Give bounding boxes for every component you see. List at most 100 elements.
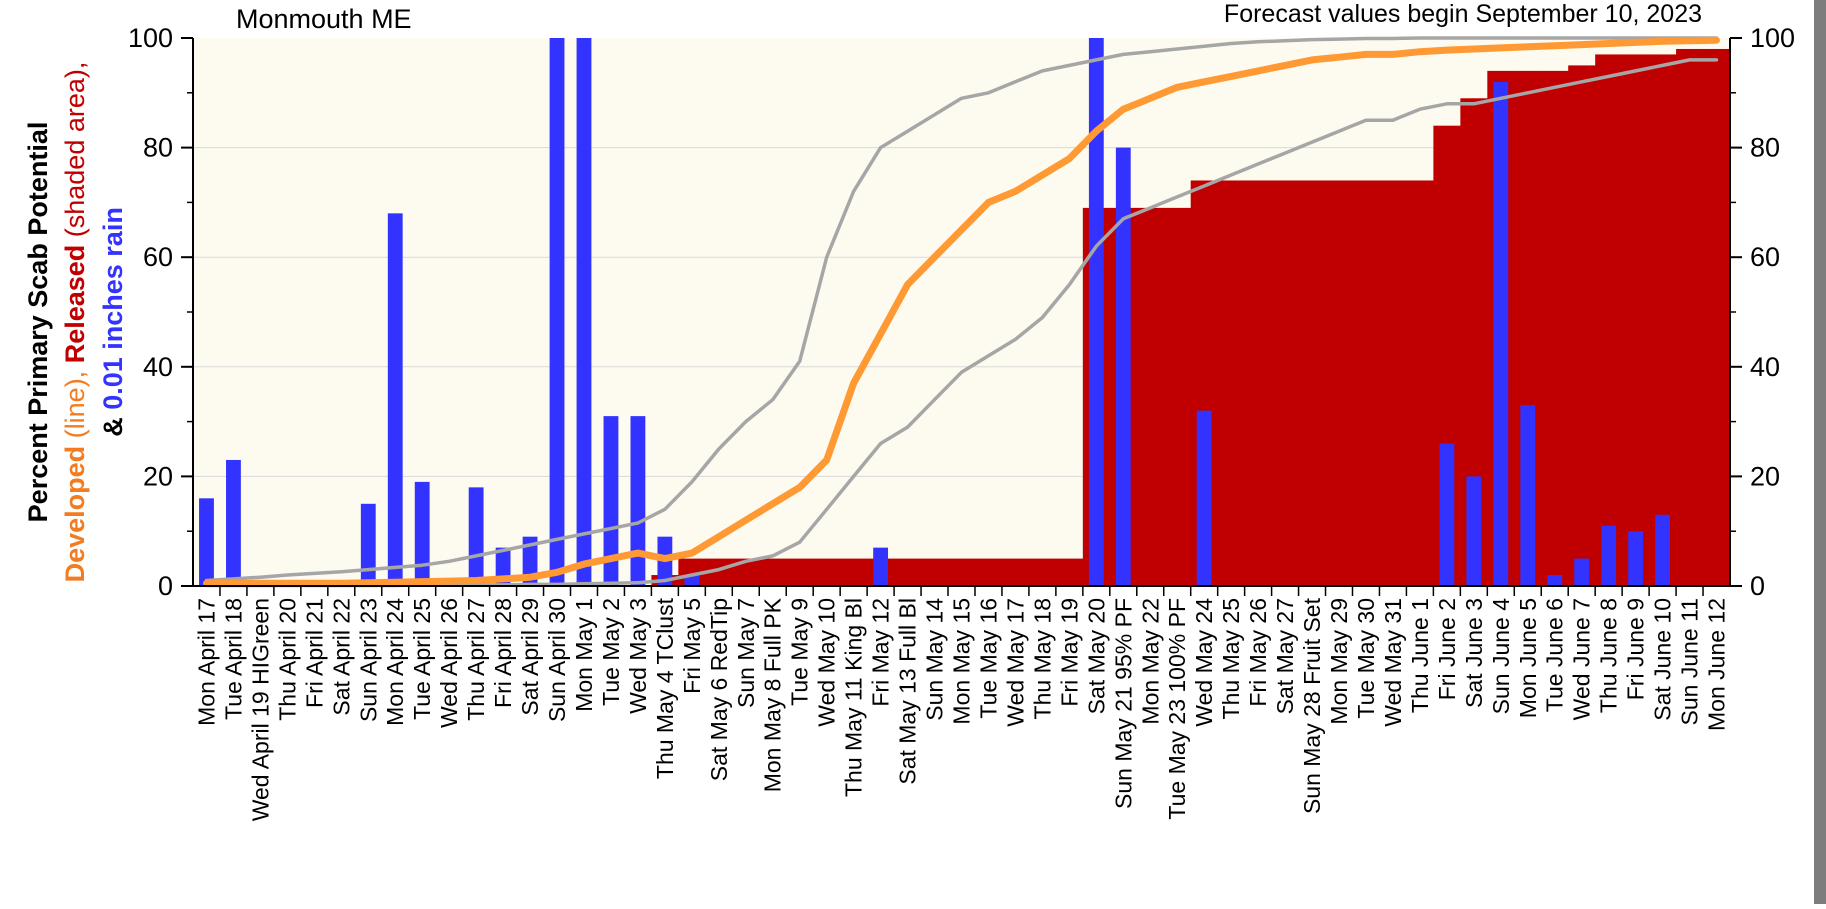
- x-tick-label: Fri May 19: [1056, 598, 1082, 707]
- x-tick-label: Fri May 26: [1245, 598, 1271, 707]
- y-tick-label: 20: [143, 461, 173, 491]
- rain-bar: [468, 487, 484, 586]
- rain-bar: [549, 38, 565, 586]
- x-tick-label: Mon April 24: [382, 598, 408, 726]
- released-area-segment: [1244, 180, 1273, 587]
- rain-bar: [603, 416, 619, 586]
- x-tick-label: Tue April 18: [220, 598, 246, 720]
- rain-bar: [1196, 410, 1212, 586]
- x-tick-label: Wed April 19 HIGreen: [247, 598, 273, 821]
- x-tick-label: Wed May 10: [814, 598, 840, 727]
- rain-bar: [684, 575, 700, 586]
- released-area-segment: [840, 558, 868, 586]
- y-tick-label-right: 20: [1750, 461, 1780, 491]
- location-label: Monmouth ME: [236, 4, 412, 34]
- x-tick-label: Tue April 25: [409, 598, 435, 720]
- y-axis-title-part: Released: [60, 245, 90, 364]
- x-tick-label: Wed May 24: [1191, 598, 1217, 727]
- released-area: [651, 48, 1731, 587]
- x-tick-label: Sat May 6 RedTip: [706, 598, 732, 781]
- released-area-segment: [1298, 180, 1327, 587]
- x-tick-label: Sat May 13 Full Bl: [895, 598, 921, 785]
- rain-bar: [1088, 38, 1104, 586]
- y-axis-title-line: & 0.01 inches rain: [98, 207, 128, 437]
- x-tick-label: Wed May 31: [1380, 598, 1406, 727]
- x-tick-label: Sat April 22: [328, 598, 354, 716]
- x-tick-label: Sat May 27: [1272, 598, 1298, 714]
- released-area-segment: [1703, 48, 1731, 586]
- x-tick-label: Sat June 10: [1650, 598, 1676, 721]
- rain-bar: [1655, 514, 1671, 586]
- x-tick-label: Mon April 17: [194, 598, 220, 726]
- released-area-segment: [1136, 207, 1165, 586]
- x-tick-label: Mon May 15: [949, 598, 975, 725]
- x-tick-label: Wed May 3: [625, 598, 651, 714]
- x-tick-label: Sun May 28 Fruit Set: [1299, 597, 1325, 814]
- released-area-segment: [1595, 54, 1623, 586]
- y-tick-label-right: 0: [1750, 571, 1765, 601]
- released-area-segment: [813, 558, 841, 586]
- rain-bars: [199, 38, 1671, 587]
- y-axis-title-part: Developed: [60, 446, 90, 583]
- x-tick-label: Thu May 11 King Bl: [841, 598, 867, 797]
- window-edge: [1814, 0, 1826, 904]
- x-tick-label: Tue June 6: [1542, 598, 1568, 712]
- released-area-segment: [1055, 558, 1084, 586]
- x-tick-label: Thu April 20: [274, 598, 300, 721]
- released-area-segment: [1271, 180, 1300, 587]
- released-area-segment: [1568, 65, 1596, 586]
- x-tick-label: Sun May 14: [922, 598, 948, 721]
- y-tick-label: 40: [143, 352, 173, 382]
- y-tick-label-right: 100: [1750, 23, 1795, 53]
- x-tick-label: Wed May 17: [1002, 598, 1028, 727]
- x-tick-label: Fri April 28: [490, 598, 516, 708]
- x-tick-label: Sun May 7: [733, 598, 759, 708]
- x-tick-label: Mon May 8 Full PK: [760, 597, 786, 792]
- rain-bar: [1628, 531, 1644, 586]
- rain-bar: [630, 416, 646, 586]
- rain-bar: [1493, 81, 1509, 586]
- y-tick-label: 0: [158, 571, 173, 601]
- x-tick-label: Sun June 4: [1488, 598, 1514, 715]
- released-area-segment: [1001, 558, 1030, 586]
- released-area-segment: [1541, 70, 1569, 586]
- x-tick-label: Thu May 25: [1218, 598, 1244, 719]
- rain-bar: [387, 213, 403, 587]
- x-tick-label: Thu June 1: [1407, 598, 1433, 713]
- x-tick-label: Wed April 26: [436, 598, 462, 728]
- rain-bar: [1574, 558, 1590, 586]
- x-tick-label: Wed June 7: [1569, 598, 1595, 720]
- y-axis-title-part: 0.01 inches rain: [98, 207, 128, 410]
- x-tick-label: Fri May 5: [679, 598, 705, 694]
- x-tick-label: Mon May 1: [571, 598, 597, 712]
- released-area-segment: [948, 558, 976, 586]
- x-tick-label: Mon June 5: [1515, 598, 1541, 718]
- y-tick-label: 100: [128, 23, 173, 53]
- x-tick-label: Tue May 2: [598, 598, 624, 706]
- released-area-segment: [894, 558, 922, 586]
- released-area-segment: [921, 558, 949, 586]
- x-tick-label: Mon May 22: [1137, 598, 1163, 725]
- upper-bound-line: [204, 36, 1719, 583]
- released-area-segment: [786, 558, 814, 586]
- x-tick-label: Tue May 16: [976, 598, 1002, 719]
- rain-bar: [576, 38, 592, 586]
- released-area-segment: [1325, 180, 1354, 587]
- y-axis-title-line: Percent Primary Scab Potential: [23, 122, 53, 523]
- released-area-segment: [1352, 180, 1381, 587]
- x-tick-label: Fri June 9: [1623, 598, 1649, 700]
- y-axis-title-line: Developed (line), Released (shaded area)…: [60, 62, 90, 583]
- rain-bar: [414, 481, 430, 586]
- released-area-segment: [1379, 180, 1408, 587]
- released-area-segment: [1622, 54, 1650, 586]
- x-tick-label: Sun June 11: [1677, 598, 1703, 725]
- rain-bar: [226, 459, 241, 586]
- rain-bar: [1115, 147, 1131, 586]
- y-axis-title-part: (line),: [60, 363, 90, 446]
- x-tick-label: Tue May 23 100% PF: [1164, 598, 1190, 820]
- y-tick-label-right: 60: [1750, 242, 1780, 272]
- x-tick-label: Thu April 27: [463, 598, 489, 721]
- released-area-segment: [759, 558, 787, 586]
- y-axis-title-part: Percent Primary Scab Potential: [23, 122, 53, 523]
- x-tick-label: Thu May 18: [1029, 598, 1055, 719]
